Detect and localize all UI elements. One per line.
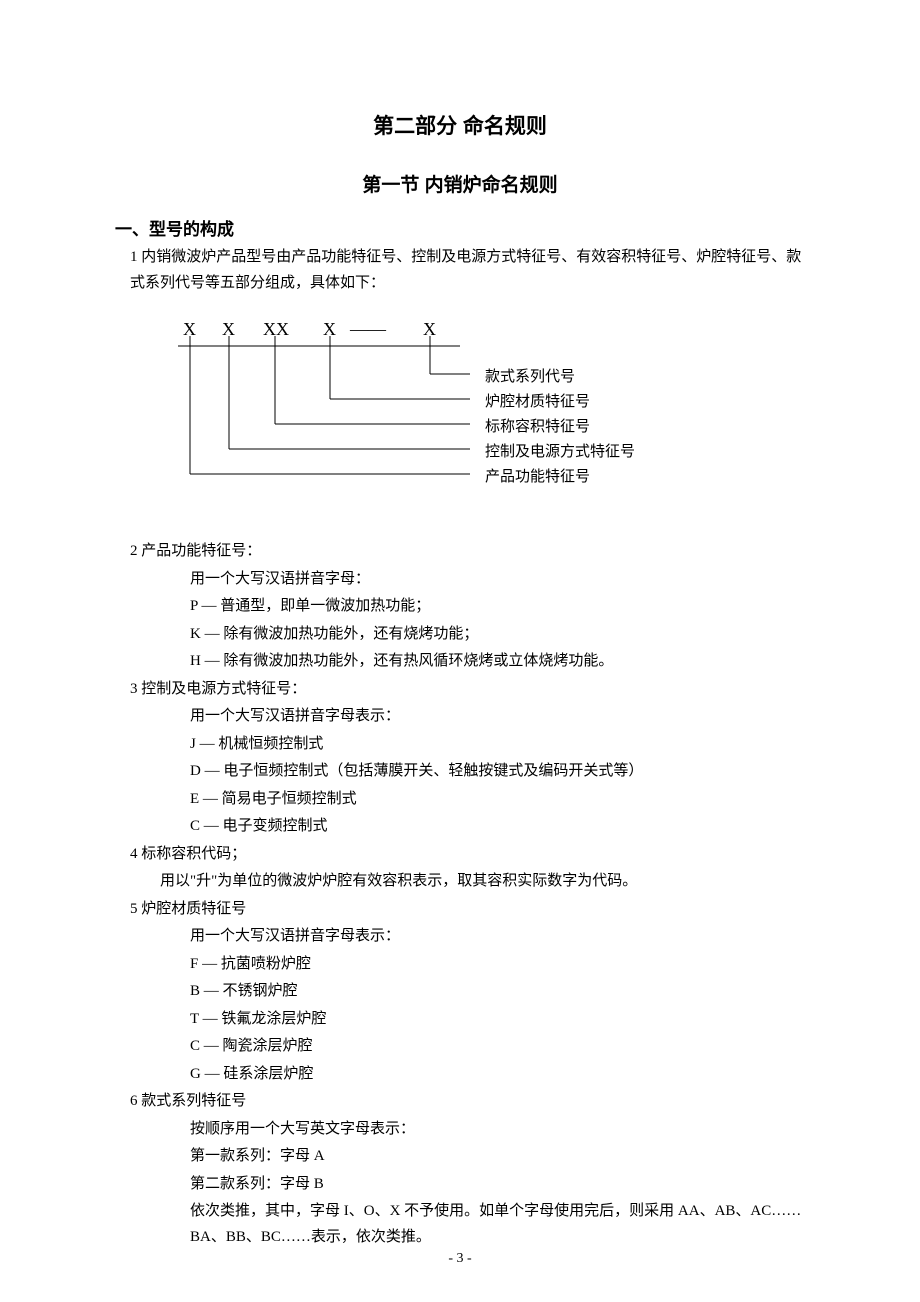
item-3-l3: D — 电子恒频控制式（包括薄膜开关、轻触按键式及编码开关式等） [115, 759, 805, 785]
item-5-l1: 用一个大写汉语拼音字母表示： [115, 924, 805, 950]
item-5-l2: F — 抗菌喷粉炉腔 [115, 952, 805, 978]
item-2-l1: 用一个大写汉语拼音字母： [115, 567, 805, 593]
item-4-head: 4 标称容积代码； [115, 842, 805, 868]
model-schema-diagram: X X XX X —— X 款式系列代号 炉腔材质特征号 标称 [115, 314, 805, 519]
section-heading: 一、型号的构成 [115, 215, 805, 240]
item-5-l4: T — 铁氟龙涂层炉腔 [115, 1007, 805, 1033]
item-3-head: 3 控制及电源方式特征号： [115, 677, 805, 703]
item-3-l5: C — 电子变频控制式 [115, 814, 805, 840]
item-6-l3: 第二款系列：字母 B [115, 1172, 805, 1198]
item-4-l1: 用以"升"为单位的微波炉炉腔有效容积表示，取其容积实际数字为代码。 [115, 869, 805, 895]
item-5-l3: B — 不锈钢炉腔 [115, 979, 805, 1005]
schema-label-4: 控制及电源方式特征号 [485, 440, 635, 466]
item-3-l4: E — 简易电子恒频控制式 [115, 787, 805, 813]
item-6-l1: 按顺序用一个大写英文字母表示： [115, 1117, 805, 1143]
schema-label-2: 炉腔材质特征号 [485, 390, 590, 416]
sub-title: 第一节 内销炉命名规则 [115, 170, 805, 197]
schema-label-5: 产品功能特征号 [485, 465, 590, 491]
item-6-l2: 第一款系列：字母 A [115, 1144, 805, 1170]
schema-lines [115, 314, 475, 494]
page-number: - 3 - [0, 1251, 920, 1267]
item-2-l3: K — 除有微波加热功能外，还有烧烤功能； [115, 622, 805, 648]
schema-label-3: 标称容积特征号 [485, 415, 590, 441]
item-1-text: 1 内销微波炉产品型号由产品功能特征号、控制及电源方式特征号、有效容积特征号、炉… [115, 245, 805, 296]
item-5-l6: G — 硅系涂层炉腔 [115, 1062, 805, 1088]
item-2-l4: H — 除有微波加热功能外，还有热风循环烧烤或立体烧烤功能。 [115, 649, 805, 675]
item-5-head: 5 炉腔材质特征号 [115, 897, 805, 923]
item-6-head: 6 款式系列特征号 [115, 1089, 805, 1115]
item-2-l2: P — 普通型，即单一微波加热功能； [115, 594, 805, 620]
main-title: 第二部分 命名规则 [115, 110, 805, 140]
schema-label-1: 款式系列代号 [485, 365, 575, 391]
item-5-l5: C — 陶瓷涂层炉腔 [115, 1034, 805, 1060]
item-6-l4: 依次类推，其中，字母 I、O、X 不予使用。如单个字母使用完后，则采用 AA、A… [115, 1199, 805, 1250]
item-3-l1: 用一个大写汉语拼音字母表示： [115, 704, 805, 730]
item-3-l2: J — 机械恒频控制式 [115, 732, 805, 758]
item-2-head: 2 产品功能特征号： [115, 539, 805, 565]
